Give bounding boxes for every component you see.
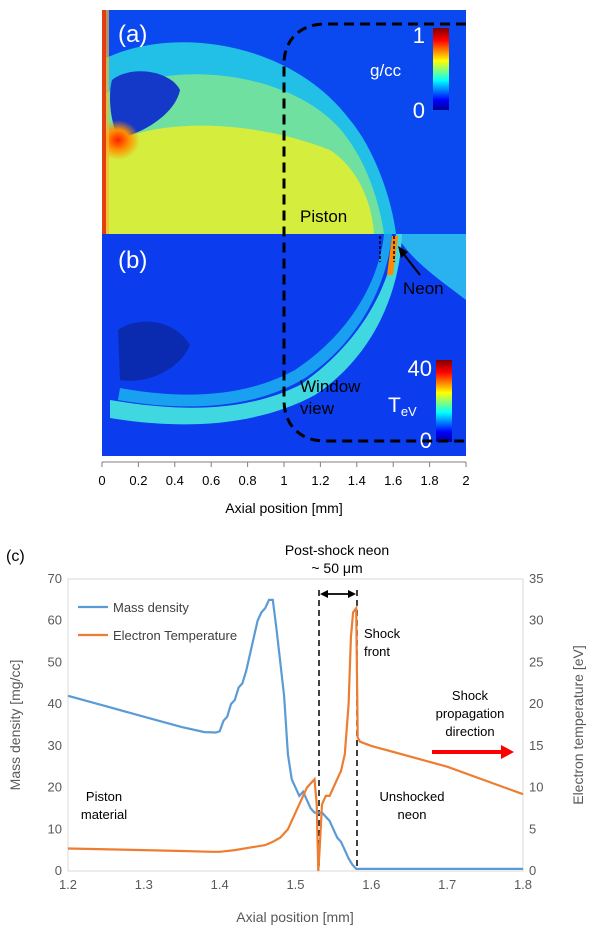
cold-pocket bbox=[118, 321, 190, 381]
chart-y2-tick-label: 5 bbox=[529, 821, 536, 836]
simulation-x-axis-title: Axial position [mm] bbox=[225, 500, 342, 516]
chart-y2-tick-label: 15 bbox=[529, 738, 543, 753]
chart-y2-tick-label: 35 bbox=[529, 571, 543, 586]
chart-x-tick-label: 1.4 bbox=[211, 877, 229, 892]
chart-x-tick-label: 1.2 bbox=[59, 877, 77, 892]
chart-y2-tick-label: 25 bbox=[529, 654, 543, 669]
chart-y-axis-title: Mass density [mg/cc] bbox=[7, 660, 23, 791]
legend-electron-temperature-label: Electron Temperature bbox=[113, 628, 237, 643]
chart-y2-axis-title: Electron temperature [eV] bbox=[570, 645, 586, 805]
hot-neon-region bbox=[396, 234, 466, 300]
simulation-x-tick-label: 1.4 bbox=[348, 473, 366, 488]
panel-c-label: (c) bbox=[6, 548, 25, 565]
chart-y-tick-label: 10 bbox=[48, 821, 62, 836]
neon-arrow-shaft bbox=[401, 251, 421, 276]
density-map-panel bbox=[102, 10, 466, 234]
target-wall bbox=[102, 10, 106, 234]
temperature-colorbar-max: 40 bbox=[408, 356, 432, 381]
post-shock-label-line1: Post-shock neon bbox=[285, 542, 389, 558]
simulation-x-tick-label: 0.4 bbox=[166, 473, 184, 488]
line-chart: 1.2 1.3 1.4 1.5 1.6 1.7 1.80102030405060700510… bbox=[48, 571, 544, 892]
propagation-label-line1: Shock bbox=[452, 688, 489, 703]
simulation-x-tick-label: 0.2 bbox=[129, 473, 147, 488]
post-shock-arrow-left-head bbox=[320, 590, 328, 598]
chart-x-axis-title: Axial position [mm] bbox=[236, 909, 353, 925]
series-electron-temperature-line bbox=[67, 604, 524, 872]
shock-front-label-line2: front bbox=[364, 644, 390, 659]
temperature-colorbar bbox=[436, 360, 452, 442]
temperature-shell-inner bbox=[118, 234, 392, 407]
window-view-outline bbox=[282, 22, 466, 443]
chart-y-tick-label: 30 bbox=[48, 738, 62, 753]
piston-material-label-line1: Piston bbox=[86, 789, 122, 804]
chart-y-tick-label: 50 bbox=[48, 654, 62, 669]
simulation-x-tick-label: 0.6 bbox=[202, 473, 220, 488]
chart-x-tick-label: 1.5 bbox=[286, 877, 304, 892]
temperature-colorbar-unit: TeV bbox=[388, 394, 417, 419]
simulation-x-tick-label: 1.2 bbox=[311, 473, 329, 488]
panel-b-label: (b) bbox=[118, 247, 147, 274]
neon-label: Neon bbox=[403, 279, 444, 298]
simulation-x-tick-label: 1 bbox=[280, 473, 287, 488]
propagation-label-line2: propagation bbox=[436, 706, 505, 721]
shock-front-label-line1: Shock bbox=[364, 626, 401, 641]
high-density-spot bbox=[102, 120, 140, 160]
chart-x-tick-label: 1.3 bbox=[135, 877, 153, 892]
window-label-line2: view bbox=[300, 399, 335, 418]
simulation-x-tick-label: 1.6 bbox=[384, 473, 402, 488]
simulation-x-tick-label: 0 bbox=[98, 473, 105, 488]
propagation-arrow-head bbox=[501, 745, 514, 759]
chart-x-tick-label: 1.8 bbox=[514, 877, 532, 892]
window-label-line1: Window bbox=[300, 377, 361, 396]
unshocked-label-line2: neon bbox=[398, 807, 427, 822]
propagation-label-line3: direction bbox=[445, 724, 494, 739]
chart-y-tick-label: 20 bbox=[48, 780, 62, 795]
piston-label: Piston bbox=[300, 207, 347, 226]
chart-x-tick-label: 1.6 bbox=[362, 877, 380, 892]
temperature-shell bbox=[110, 234, 402, 425]
density-colorbar bbox=[433, 28, 449, 110]
chart-y-tick-label: 40 bbox=[48, 696, 62, 711]
chart-y-tick-label: 70 bbox=[48, 571, 62, 586]
post-shock-label-line2: ~ 50 μm bbox=[311, 560, 362, 576]
simulation-x-tick-label: 0.8 bbox=[239, 473, 257, 488]
panel-a-label: (a) bbox=[118, 21, 147, 48]
simulation-x-tick-label: 2 bbox=[462, 473, 469, 488]
density-colorbar-unit: g/cc bbox=[370, 61, 402, 80]
chart-y2-tick-label: 20 bbox=[529, 696, 543, 711]
chart-x-tick-label: 1.7 bbox=[438, 877, 456, 892]
simulation-x-axis: 0 0.2 0.4 0.6 0.8 1 1.2 1.4 1.6 1.8 2 bbox=[98, 461, 470, 488]
piston-body bbox=[102, 125, 374, 234]
chart-ticks: 1.2 1.3 1.4 1.5 1.6 1.7 1.80102030405060700510… bbox=[48, 571, 544, 892]
legend: Mass density Electron Temperature bbox=[78, 600, 237, 643]
simulation-x-tick-label: 1.8 bbox=[421, 473, 439, 488]
series-mass-density-line bbox=[67, 598, 523, 870]
piston-material-label-line2: material bbox=[81, 807, 127, 822]
legend-mass-density-label: Mass density bbox=[113, 600, 189, 615]
temperature-unit-main: T bbox=[388, 394, 401, 417]
neon-arrow-head bbox=[398, 246, 408, 258]
chart-y-tick-label: 0 bbox=[55, 863, 62, 878]
chart-y-tick-label: 60 bbox=[48, 613, 62, 628]
low-density-pocket bbox=[110, 71, 180, 138]
neon-strip bbox=[387, 236, 398, 275]
unshocked-label-line1: Unshocked bbox=[379, 789, 444, 804]
post-shock-arrow-right-head bbox=[348, 590, 356, 598]
density-colorbar-min: 0 bbox=[413, 98, 425, 123]
temperature-unit-sub: eV bbox=[401, 404, 417, 419]
target-wall-edge bbox=[106, 10, 109, 234]
plot-area bbox=[67, 578, 524, 872]
density-colorbar-max: 1 bbox=[413, 23, 425, 48]
chart-y2-tick-label: 0 bbox=[529, 863, 536, 878]
chart-y2-tick-label: 10 bbox=[529, 780, 543, 795]
chart-y2-tick-label: 30 bbox=[529, 613, 543, 628]
